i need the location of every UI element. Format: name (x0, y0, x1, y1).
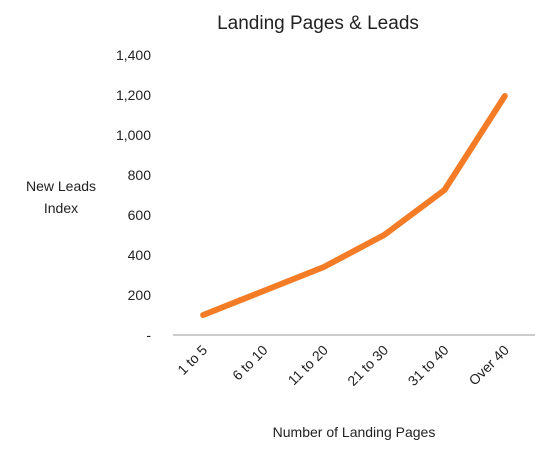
x-tick-label: 21 to 30 (344, 342, 391, 389)
y-tick-label: 400 (128, 247, 152, 263)
y-tick-label: 800 (128, 167, 152, 183)
y-axis-label-line-2: Index (44, 200, 78, 216)
y-axis-ticks: - 200 400 600 800 1,000 1,200 1,400 (116, 47, 151, 343)
x-tick-label: Over 40 (465, 342, 512, 389)
x-axis-ticks: 1 to 5 6 to 10 11 to 20 21 to 30 31 to 40 Ove… (174, 342, 512, 389)
y-tick-label: 1,400 (116, 47, 151, 63)
y-tick-label: 1,200 (116, 87, 151, 103)
y-axis-label-line-1: New Leads (26, 178, 96, 194)
x-tick-label: 6 to 10 (229, 342, 271, 384)
series-line (200, 93, 508, 318)
plot-area (200, 93, 508, 318)
x-tick-label: 31 to 40 (405, 342, 452, 389)
x-tick-label: 1 to 5 (174, 342, 210, 378)
y-tick-label: 200 (128, 287, 152, 303)
y-tick-label: - (146, 327, 151, 343)
y-tick-label: 1,000 (116, 127, 151, 143)
y-axis-label: New Leads Index (26, 178, 96, 216)
x-tick-label: 11 to 20 (285, 342, 332, 389)
x-axis-label: Number of Landing Pages (273, 424, 436, 440)
y-tick-label: 600 (128, 207, 152, 223)
chart-title: Landing Pages & Leads (217, 13, 419, 34)
